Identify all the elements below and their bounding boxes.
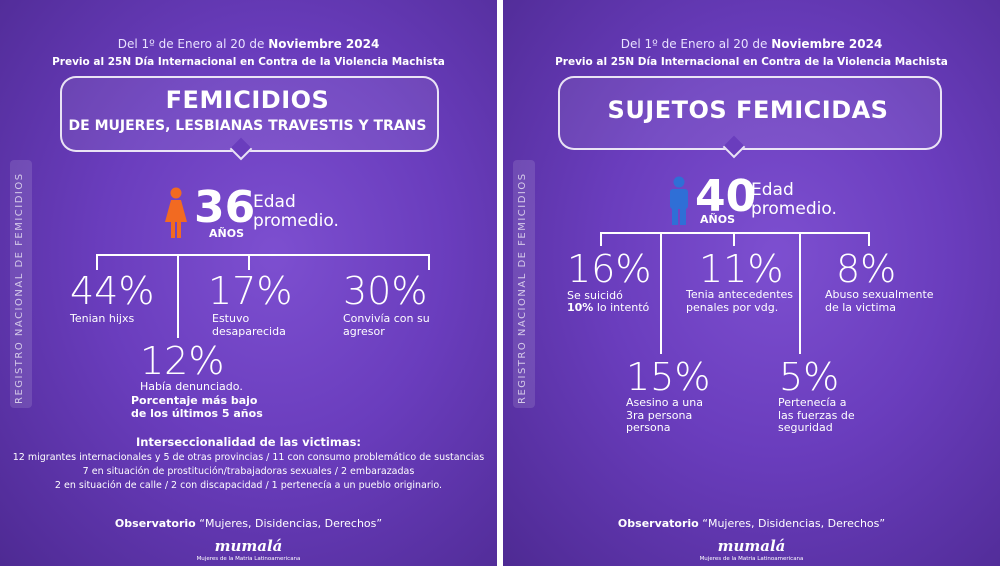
stat-17-label: Estuvo desaparecida (212, 312, 286, 338)
male-icon (670, 176, 688, 225)
title-femicidios: FEMICIDIOS (165, 86, 330, 114)
side-strip (513, 160, 535, 408)
date-bold: Noviembre 2024 (771, 37, 883, 51)
side-label: REGISTRO NACIONAL DE FEMICIDIOS (14, 172, 25, 404)
female-icon (165, 187, 187, 238)
date-bold: Noviembre 2024 (268, 37, 380, 51)
connector-v5 (799, 232, 801, 354)
connector-v3 (868, 232, 870, 246)
stat-30-label: Convivía con su agresor (343, 312, 430, 338)
previo-25n: Previo al 25N Día Internacional en Contr… (555, 56, 948, 68)
stat-30-pct: 30% (343, 269, 428, 313)
stat-5-pct: 5% (779, 355, 840, 399)
title-bubble (60, 76, 439, 152)
stat-16-label: Se suicidó (567, 289, 623, 302)
stat-16-note-bold: 10% (567, 301, 594, 314)
observatorio: Observatorio “Mujeres, Disidencias, Dere… (0, 517, 497, 530)
left-panel-femicidios: Del 1º de Enero al 20 de Noviembre 2024 … (0, 0, 497, 566)
stat-5-label: Pertenecía a las fuerzas de seguridad (778, 396, 855, 435)
stat-15-pct: 15% (626, 355, 711, 399)
observatorio-rest: “Mujeres, Disidencias, Derechos” (199, 517, 383, 530)
stat-11-pct: 11% (699, 247, 784, 291)
date-prefix: Del 1º de Enero al 20 de (117, 37, 265, 51)
observatorio-bold: Observatorio (114, 517, 196, 530)
connector-v1 (96, 254, 98, 270)
stat-16-note: 10% lo intentó (567, 301, 650, 315)
stat-16-note-rest: lo intentó (596, 301, 650, 314)
inter-line-2: 7 en situación de prostitución/trabajado… (82, 465, 415, 477)
stat-44-pct: 44% (70, 269, 155, 313)
edad-promedio: Edad promedio. (751, 180, 837, 219)
connector-v1 (600, 232, 602, 246)
connector-v3 (428, 254, 430, 270)
stat-17-pct: 17% (208, 269, 293, 313)
previo-25n: Previo al 25N Día Internacional en Contr… (52, 56, 445, 68)
side-strip (10, 160, 32, 408)
side-label: REGISTRO NACIONAL DE FEMICIDIOS (517, 172, 528, 404)
mumala-sub: Mujeres de la Matria Latinoamericana (699, 556, 804, 562)
stat-12-pct: 12% (140, 339, 225, 383)
age-number: 36 (194, 182, 256, 233)
observatorio-bold: Observatorio (617, 517, 699, 530)
stat-11-label: Tenia antecedentes penales por vdg. (686, 288, 794, 314)
interseccionalidad-title: Interseccionalidad de las victimas: (135, 435, 362, 449)
mumala-sub: Mujeres de la Matria Latinoamericana (196, 556, 301, 562)
right-panel-sujetos: Del 1º de Enero al 20 de Noviembre 2024 … (503, 0, 1000, 566)
edad-promedio: Edad promedio. (253, 192, 339, 231)
stat-15-label: Asesino a una 3ra persona persona (626, 396, 703, 435)
connector-h (96, 254, 429, 256)
connector-v2 (733, 232, 735, 246)
observatorio: Observatorio “Mujeres, Disidencias, Dere… (503, 517, 1000, 530)
age-number: 40 (695, 171, 757, 222)
connector-v2 (248, 254, 250, 270)
mumala-logo: mumalá (717, 537, 786, 555)
age-unit: AÑOS (700, 213, 735, 226)
title-bubble (558, 76, 942, 150)
stat-16-pct: 16% (567, 247, 652, 291)
connector-v4 (177, 254, 179, 338)
interseccionalidad-list: 12 migrantes internacionales y 5 de otra… (0, 451, 497, 492)
stat-8-pct: 8% (836, 247, 897, 291)
mumala-logo: mumalá (214, 537, 283, 555)
observatorio-rest: “Mujeres, Disidencias, Derechos” (702, 517, 886, 530)
stat-8-label: Abuso sexualmente de la victima (825, 288, 934, 314)
stat-12-note: Porcentaje más bajo de los últimos 5 año… (131, 394, 263, 420)
age-unit: AÑOS (209, 227, 244, 240)
date-range: Del 1º de Enero al 20 de Noviembre 2024 (503, 37, 1000, 51)
stat-44-label: Tenian hijxs (70, 312, 135, 325)
date-prefix: Del 1º de Enero al 20 de (620, 37, 768, 51)
connector-v4 (660, 232, 662, 354)
inter-line-3: 2 en situación de calle / 2 con discapac… (54, 479, 443, 491)
date-range: Del 1º de Enero al 20 de Noviembre 2024 (0, 37, 497, 51)
stat-12-label: Había denunciado. (140, 380, 243, 393)
subtitle: DE MUJERES, LESBIANAS TRAVESTIS Y TRANS (68, 118, 427, 134)
inter-line-1: 12 migrantes internacionales y 5 de otra… (12, 452, 485, 463)
title-sujetos: SUJETOS FEMICIDAS (607, 96, 889, 124)
